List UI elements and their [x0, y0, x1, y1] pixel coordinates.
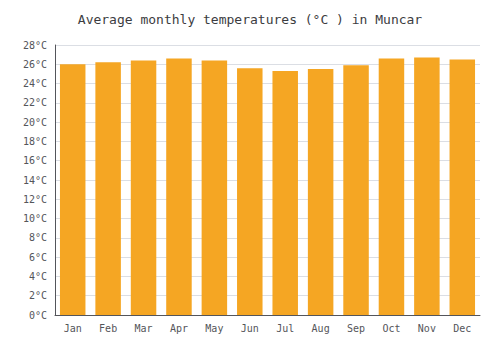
- svg-text:Jun: Jun: [241, 323, 259, 334]
- svg-text:14°C: 14°C: [23, 175, 47, 186]
- svg-text:Jan: Jan: [64, 323, 82, 334]
- svg-text:8°C: 8°C: [29, 232, 47, 243]
- svg-text:Mar: Mar: [135, 323, 153, 334]
- svg-text:20°C: 20°C: [23, 117, 47, 128]
- svg-text:Oct: Oct: [382, 323, 400, 334]
- svg-text:Apr: Apr: [170, 323, 188, 334]
- svg-text:24°C: 24°C: [23, 78, 47, 89]
- svg-text:Aug: Aug: [312, 323, 330, 334]
- svg-text:Jul: Jul: [276, 323, 294, 334]
- svg-text:6°C: 6°C: [29, 252, 47, 263]
- svg-text:16°C: 16°C: [23, 155, 47, 166]
- svg-text:Sep: Sep: [347, 323, 365, 334]
- svg-text:26°C: 26°C: [23, 59, 47, 70]
- svg-text:0°C: 0°C: [29, 310, 47, 321]
- svg-text:Feb: Feb: [99, 323, 117, 334]
- svg-text:28°C: 28°C: [23, 40, 47, 51]
- svg-text:12°C: 12°C: [23, 194, 47, 205]
- svg-text:Dec: Dec: [453, 323, 471, 334]
- svg-text:10°C: 10°C: [23, 213, 47, 224]
- svg-text:Nov: Nov: [418, 323, 436, 334]
- svg-text:Average monthly temperatures (: Average monthly temperatures (°C ) in Mu…: [78, 12, 423, 27]
- svg-text:18°C: 18°C: [23, 136, 47, 147]
- svg-text:2°C: 2°C: [29, 290, 47, 301]
- svg-text:4°C: 4°C: [29, 271, 47, 282]
- svg-text:22°C: 22°C: [23, 97, 47, 108]
- svg-text:May: May: [205, 323, 223, 334]
